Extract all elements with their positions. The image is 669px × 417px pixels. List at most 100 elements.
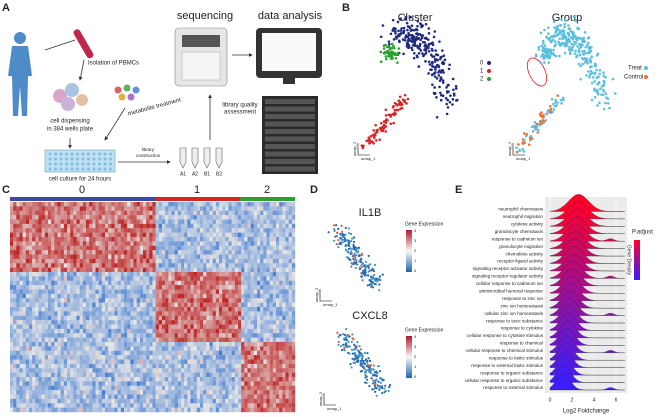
heat-cell: [143, 245, 147, 251]
heat-cell: [124, 228, 128, 233]
heat-cell: [288, 237, 293, 242]
heat-cell: [92, 263, 96, 268]
heat-cell: [291, 350, 296, 356]
heat-cell: [143, 237, 147, 242]
heat-cell: [269, 381, 274, 386]
heat-cell: [111, 250, 115, 255]
heat-cell: [181, 368, 185, 373]
heat-cell: [158, 215, 163, 220]
heat-cell: [222, 289, 226, 295]
heat-cell: [215, 346, 220, 351]
heat-cell: [70, 385, 74, 391]
heat-cell: [82, 381, 87, 386]
cell-dot: [424, 48, 428, 52]
heat-cell: [193, 289, 198, 295]
heat-cell: [16, 241, 20, 246]
heat-cell: [127, 250, 131, 255]
heat-cell: [263, 311, 267, 316]
heat-cell: [285, 210, 289, 216]
heat-cell: [209, 394, 213, 400]
heat-cell: [206, 206, 210, 211]
heat-cell: [168, 250, 172, 255]
heat-cell: [10, 206, 14, 211]
heat-cell: [38, 333, 42, 338]
cell-dot: [527, 143, 531, 146]
heat-cell: [181, 320, 185, 325]
heat-cell: [146, 324, 150, 330]
heat-cell: [10, 355, 14, 360]
heat-cell: [228, 390, 232, 395]
heat-cell: [171, 381, 175, 386]
cell-dot: [540, 111, 543, 114]
heat-cell: [250, 206, 255, 211]
heat-cell: [244, 258, 248, 264]
heat-cell: [57, 223, 61, 229]
heat-cell: [76, 272, 80, 277]
cell-dot: [390, 42, 394, 46]
cell-dot: [548, 54, 552, 58]
heat-cell: [114, 355, 118, 360]
heat-cell: [146, 210, 150, 216]
heat-cell: [231, 385, 236, 391]
heat-cell: [79, 228, 84, 233]
heat-cell: [54, 315, 58, 321]
heat-cell: [263, 368, 267, 373]
heat-cell: [105, 219, 109, 225]
heat-cell: [187, 202, 191, 207]
heat-cell: [101, 372, 106, 378]
heat-cell: [70, 237, 74, 242]
heat-cell: [162, 333, 166, 338]
heat-cell: [187, 315, 191, 321]
heat-cell: [108, 280, 112, 286]
heat-cell: [279, 267, 283, 273]
heat-cell: [238, 237, 242, 242]
heat-cell: [162, 311, 166, 316]
heat-cell: [70, 258, 74, 264]
heat-cell: [285, 241, 289, 246]
cell-dot: [381, 24, 385, 27]
cell-dot: [399, 17, 403, 21]
heat-cell: [162, 337, 166, 343]
cell-dot: [448, 100, 452, 104]
heat-cell: [114, 333, 118, 338]
heat-cell: [143, 311, 147, 316]
heat-cell: [101, 267, 106, 273]
heat-cell: [41, 328, 46, 334]
heat-cell: [219, 254, 223, 260]
heat-cell: [158, 272, 163, 277]
cell-dot: [410, 24, 414, 27]
heat-cell: [22, 241, 27, 246]
cell-dot: [412, 35, 416, 39]
heat-cell: [215, 272, 220, 277]
heat-cell: [238, 350, 242, 356]
heat-cell: [282, 258, 286, 264]
heat-cell: [117, 346, 122, 351]
heat-cell: [177, 280, 182, 286]
heat-cell: [247, 368, 251, 373]
heat-cell: [67, 346, 71, 351]
heat-cell: [231, 328, 236, 334]
cell-dot: [410, 46, 413, 50]
heat-cell: [67, 302, 71, 308]
heat-cell: [139, 206, 144, 211]
cell-dot: [585, 74, 588, 77]
heat-cell: [133, 342, 137, 347]
heat-cell: [231, 241, 236, 246]
heat-cell: [29, 263, 33, 268]
heat-cell: [101, 250, 106, 255]
heat-cell: [162, 377, 166, 382]
heat-cell: [209, 232, 213, 238]
heat-cell: [117, 263, 122, 268]
heat-cell: [13, 237, 17, 242]
heat-cell: [117, 307, 122, 312]
cell-dot: [517, 143, 520, 146]
heat-cell: [209, 263, 213, 268]
cell-dot: [419, 22, 422, 25]
heat-cell: [117, 324, 122, 330]
heat-cell: [177, 272, 182, 277]
heat-cell: [60, 372, 65, 378]
heat-cell: [35, 342, 39, 347]
heat-cell: [51, 377, 55, 382]
heat-cell: [272, 337, 277, 343]
heat-cell: [44, 390, 49, 395]
